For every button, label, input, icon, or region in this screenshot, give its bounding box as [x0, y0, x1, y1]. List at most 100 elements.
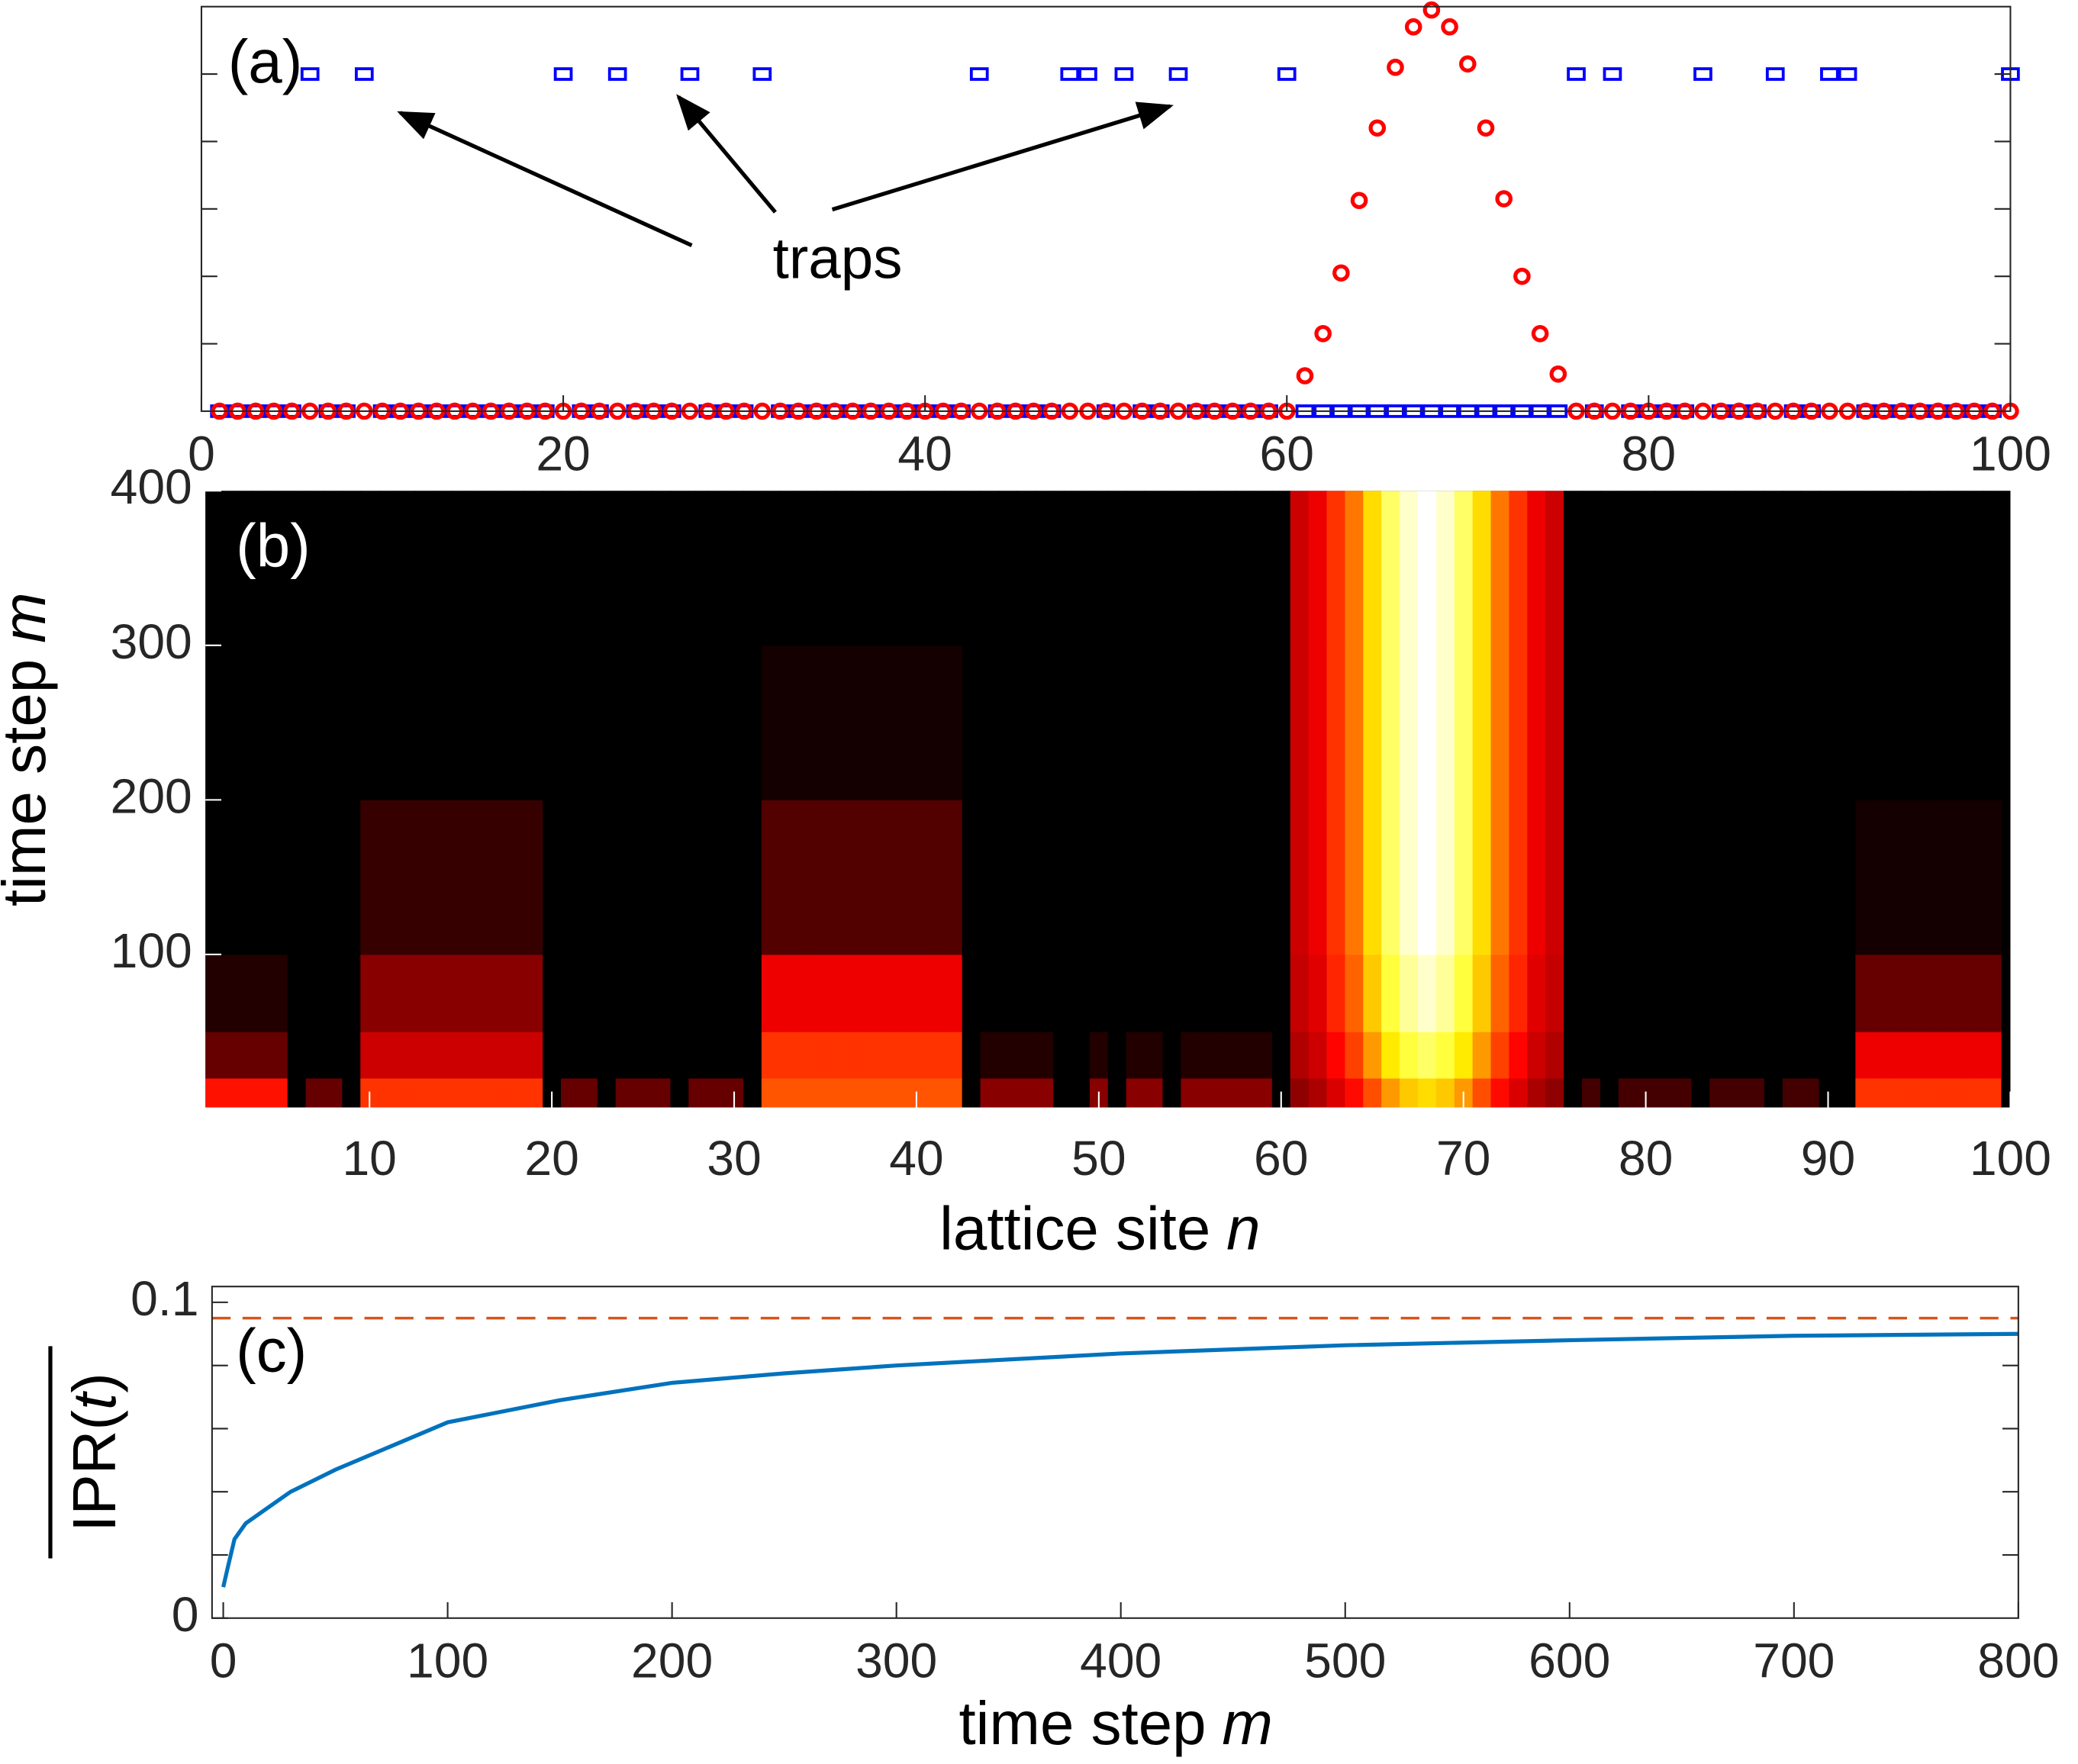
- heatmap-cell: [561, 491, 580, 646]
- heatmap-cell: [707, 800, 726, 955]
- heatmap-cell: [816, 954, 836, 1032]
- heatmap-cell: [1199, 491, 1219, 646]
- heatmap-cell: [433, 800, 453, 955]
- x-tick-label: 0: [210, 1634, 237, 1688]
- heatmap-cell: [871, 1032, 891, 1079]
- heatmap-cell: [1454, 645, 1474, 800]
- heatmap-cell: [1691, 800, 1711, 955]
- heatmap-cell: [1162, 1078, 1182, 1108]
- x-tick-label: 700: [1753, 1634, 1835, 1688]
- heatmap-cell: [1144, 1078, 1164, 1108]
- heatmap-cell: [1308, 645, 1328, 800]
- heatmap-cell: [743, 491, 762, 646]
- heatmap-cell: [834, 645, 854, 800]
- heatmap-cell: [1855, 800, 1875, 955]
- heatmap-cell: [1709, 1078, 1729, 1108]
- heatmap-cell: [1144, 1032, 1164, 1079]
- annotation: traps: [773, 226, 903, 291]
- heatmap-cell: [578, 954, 598, 1032]
- heatmap-cell: [1016, 800, 1036, 955]
- heatmap-cell: [925, 1078, 945, 1108]
- heatmap-cell: [1472, 645, 1492, 800]
- heatmap-cell: [1964, 800, 1984, 955]
- panel-label: (b): [236, 511, 311, 579]
- x-tick-label: 60: [1254, 1131, 1308, 1186]
- heatmap-cell: [1691, 1032, 1711, 1079]
- heatmap-cell: [1764, 1032, 1783, 1079]
- heatmap-cell: [578, 491, 598, 646]
- heatmap-cell: [1564, 491, 1583, 646]
- heatmap-cell: [1910, 1078, 1929, 1108]
- heatmap-cell: [360, 1032, 380, 1079]
- heatmap-cell: [1400, 645, 1419, 800]
- heatmap-cell: [1490, 954, 1510, 1032]
- marker: [1603, 67, 1622, 81]
- heatmap-cell: [1271, 645, 1291, 800]
- heatmap-cell: [1764, 800, 1783, 955]
- heatmap-cell: [1946, 1078, 1966, 1108]
- heatmap-cell: [1800, 491, 1820, 646]
- x-axis-label: lattice site n: [939, 1195, 1260, 1263]
- heatmap-cell: [761, 1032, 781, 1079]
- heatmap-cell: [816, 1078, 836, 1108]
- heatmap-cell: [305, 1032, 325, 1079]
- heatmap-cell: [524, 954, 544, 1032]
- heatmap-cell: [379, 954, 398, 1032]
- heatmap-cell: [1892, 1078, 1912, 1108]
- heatmap-cell: [1873, 645, 1893, 800]
- marker: [1332, 264, 1350, 282]
- heatmap-cell: [543, 1032, 562, 1079]
- heatmap-cell: [852, 1032, 872, 1079]
- heatmap-cell: [578, 645, 598, 800]
- heatmap-cell: [414, 1032, 434, 1079]
- heatmap-cell: [506, 1032, 526, 1079]
- heatmap-cell: [1691, 1078, 1711, 1108]
- heatmap-cell: [889, 645, 909, 800]
- heatmap-cell: [1691, 954, 1711, 1032]
- heatmap-cell: [524, 800, 544, 955]
- marker: [1820, 67, 1839, 81]
- heatmap-cell: [1709, 1032, 1729, 1079]
- x-tick-label: 0: [188, 427, 215, 481]
- heatmap-cell: [633, 491, 653, 646]
- heatmap-cell: [816, 800, 836, 955]
- heatmap-cell: [1636, 954, 1656, 1032]
- x-tick-label: 10: [342, 1131, 396, 1186]
- heatmap-cell: [1326, 800, 1346, 955]
- heatmap-cell: [761, 1078, 781, 1108]
- heatmap-cell: [779, 1078, 799, 1108]
- heatmap-cell: [1581, 645, 1601, 800]
- heatmap-cell: [205, 1032, 216, 1079]
- heatmap-cell: [907, 645, 926, 800]
- heatmap-cell: [1417, 1032, 1437, 1079]
- heatmap-cell: [1363, 800, 1383, 955]
- marker: [1459, 55, 1477, 73]
- heatmap-cell: [925, 1032, 945, 1079]
- heatmap-cell: [469, 954, 489, 1032]
- heatmap-cell: [1053, 1032, 1073, 1079]
- heatmap-cell: [1964, 954, 1984, 1032]
- heatmap-cell: [816, 1032, 836, 1079]
- heatmap-cell: [1654, 1078, 1674, 1108]
- heatmap-cell: [1126, 800, 1145, 955]
- heatmap-cell: [1819, 1032, 1838, 1079]
- heatmap-cell: [1636, 1032, 1656, 1079]
- heatmap-cell: [1545, 1032, 1565, 1079]
- heatmap-cell: [797, 800, 817, 955]
- heatmap-cell: [1545, 954, 1565, 1032]
- heatmap-cell: [1253, 1032, 1273, 1079]
- y-axis-label: IPR(t): [60, 1373, 128, 1532]
- heatmap-cell: [1162, 954, 1182, 1032]
- heatmap-cell: [980, 491, 1000, 646]
- heatmap-cell: [397, 491, 416, 646]
- heatmap-cell: [852, 954, 872, 1032]
- heatmap-cell: [287, 645, 307, 800]
- heatmap-cell: [1746, 491, 1765, 646]
- heatmap-cell: [1527, 1078, 1547, 1108]
- heatmap-cell: [561, 1078, 580, 1108]
- heatmap-cell: [1946, 954, 1966, 1032]
- heatmap-cell: [688, 1078, 708, 1108]
- heatmap-cell: [1472, 954, 1492, 1032]
